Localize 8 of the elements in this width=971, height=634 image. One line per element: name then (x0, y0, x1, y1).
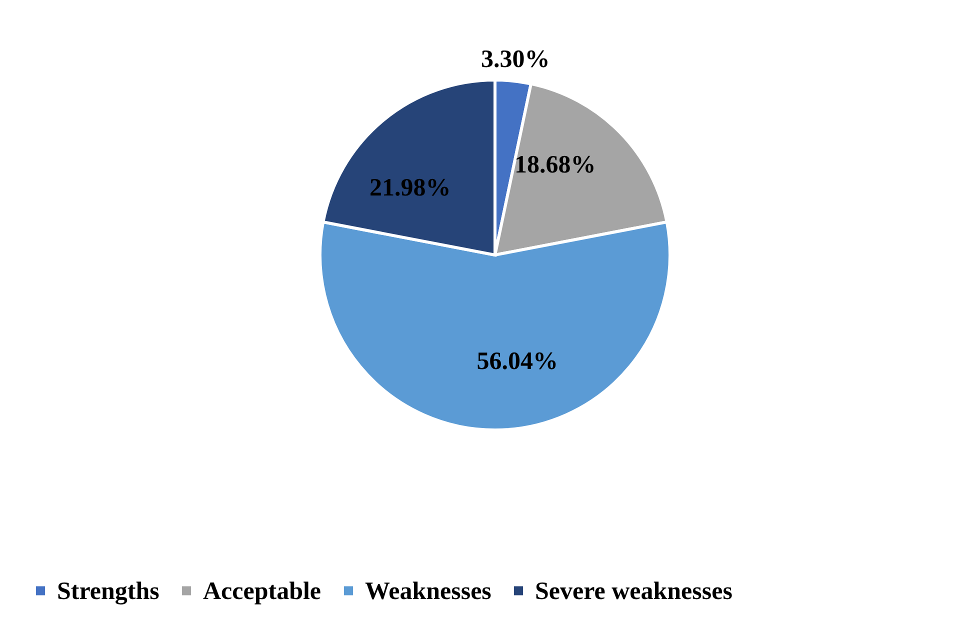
legend-label: Severe weaknesses (535, 578, 733, 605)
data-label: 21.98% (370, 174, 451, 202)
legend-label: Strengths (57, 578, 160, 605)
data-label: 18.68% (514, 152, 596, 179)
data-label: 3.30% (481, 46, 550, 74)
legend-label: Acceptable (203, 578, 322, 605)
data-label: 56.04% (476, 348, 558, 376)
legend-label: Weaknesses (365, 578, 492, 605)
